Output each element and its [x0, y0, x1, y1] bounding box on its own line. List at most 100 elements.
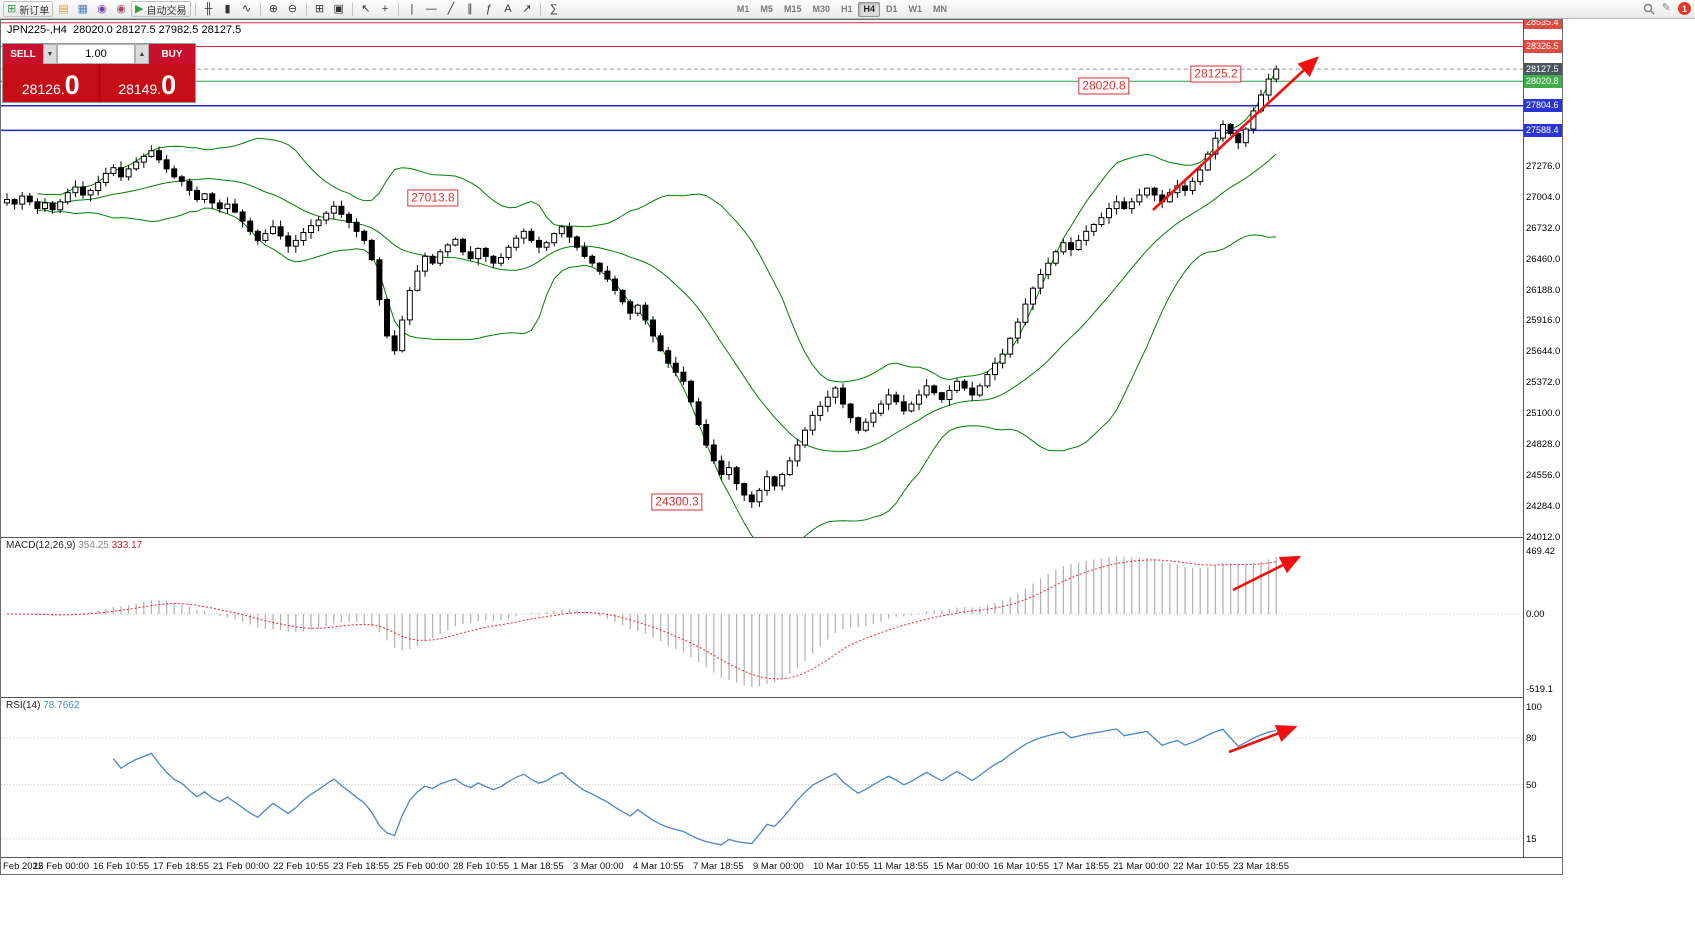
market-watch-button[interactable]: ▤ [54, 1, 72, 17]
autotrading-button[interactable]: ▶ 自动交易 [131, 1, 191, 17]
time-axis[interactable]: Feb 2022 15 Feb 00:00 16 Feb 10:55 17 Feb 1… [1, 857, 1562, 874]
crosshair-icon: + [381, 2, 389, 15]
market-watch-icon: ▤ [58, 2, 69, 15]
rsi-axis-label: 100 [1526, 702, 1542, 713]
timeframe-h4-button[interactable]: H4 [858, 1, 880, 17]
channel-icon: ∥ [467, 2, 473, 15]
fibonacci-button[interactable]: ƒ [480, 1, 498, 17]
buy-button[interactable]: BUY [149, 44, 195, 64]
price-axis[interactable]: 27276.0 27004.0 26732.0 26460.0 26188.0 25916… [1523, 20, 1562, 857]
macd-signal-value: 333.17 [111, 540, 143, 551]
zoom-in-button[interactable]: ⊕ [265, 1, 283, 17]
price-axis-label: 25644.0 [1526, 346, 1561, 357]
bars-chart-button[interactable]: ╫ [200, 1, 218, 17]
chart-ohlc-header: JPN225-,H4 28020.0 28127.5 27982.5 28127… [7, 24, 242, 36]
terminal-button[interactable]: ◉ [112, 1, 130, 17]
arrows-button[interactable]: ↗ [518, 1, 536, 17]
edit-icon[interactable]: ✎ [1661, 2, 1671, 14]
price-axis-label: 25916.0 [1526, 315, 1561, 326]
toolbar-right-icons: ✎ 1 [1643, 2, 1691, 15]
price-axis-label: 27276.0 [1526, 161, 1561, 172]
timeframe-w1-button[interactable]: W1 [904, 2, 928, 17]
trendline-button[interactable]: ╱ [442, 1, 460, 17]
price-tag: 28127.5 [1524, 63, 1562, 76]
cursor-icon: ↖ [361, 2, 371, 15]
trend-arrow[interactable] [1228, 724, 1298, 754]
timeframe-h1-button[interactable]: H1 [836, 2, 858, 17]
candles-chart-button[interactable]: ▮ [219, 1, 237, 17]
pane-separator[interactable] [1, 537, 1562, 538]
volume-input[interactable] [57, 44, 135, 64]
rsi-chart[interactable] [1, 697, 1523, 857]
horizontal-line-icon: — [425, 2, 437, 15]
price-axis-label: 24828.0 [1526, 439, 1561, 450]
buy-price-button[interactable]: 28149. 0 [99, 64, 195, 102]
price-callout[interactable]: 24300.3 [651, 493, 703, 511]
time-axis-label: 22 Feb 10:55 [273, 861, 329, 872]
main-chart-pane[interactable]: JPN225-,H4 28020.0 28127.5 27982.5 28127… [1, 20, 1523, 537]
notification-badge[interactable]: 1 [1678, 2, 1691, 15]
tile-windows-icon: ⊞ [314, 2, 325, 15]
tile-windows-button[interactable]: ⊞ [311, 1, 329, 17]
price-callout[interactable]: 28020.8 [1078, 77, 1130, 95]
macd-axis-label: -519.1 [1526, 684, 1553, 695]
toolbar-separator [259, 2, 261, 16]
trend-arrow[interactable] [1232, 555, 1302, 592]
toolbar-left-icons: ▤ ▦ ◉ ◉ [54, 1, 130, 17]
line-chart-button[interactable]: ∿ [238, 1, 256, 17]
navigator-button[interactable]: ◉ [93, 1, 111, 17]
time-axis-label: 21 Mar 00:00 [1113, 861, 1169, 872]
buy-price-big: 0 [161, 70, 177, 100]
timeframe-m5-button[interactable]: M5 [755, 2, 778, 17]
volume-up-button[interactable]: ▲ [135, 44, 149, 64]
trend-arrow[interactable] [1152, 56, 1319, 211]
macd-pane[interactable]: MACD(12,26,9) 354.25 333.17 [1, 537, 1523, 697]
macd-chart[interactable] [1, 537, 1523, 697]
time-axis-label: 16 Feb 10:55 [93, 861, 149, 872]
candlestick-chart[interactable] [1, 20, 1523, 537]
text-button[interactable]: A [499, 1, 517, 17]
timeframe-m15-button[interactable]: M15 [779, 2, 807, 17]
timeframe-m30-button[interactable]: M30 [807, 2, 835, 17]
sell-price-button[interactable]: 28126. 0 [3, 64, 100, 102]
rsi-value: 78.7662 [43, 700, 80, 711]
horizontal-line-button[interactable]: — [422, 1, 441, 17]
macd-axis-label: 0.00 [1526, 609, 1545, 620]
price-tag: 27588.4 [1524, 124, 1562, 137]
crosshair-button[interactable]: + [376, 1, 394, 17]
chart-window-icon: ▦ [77, 2, 89, 15]
navigator-icon: ◉ [97, 2, 107, 15]
sell-button[interactable]: SELL [3, 44, 43, 64]
price-callout[interactable]: 28125.2 [1190, 65, 1242, 83]
search-icon[interactable] [1643, 3, 1655, 15]
pane-separator[interactable] [1, 697, 1562, 698]
channel-button[interactable]: ∥ [461, 1, 479, 17]
timeframe-mn-button[interactable]: MN [928, 2, 952, 17]
auto-arrange-button[interactable]: ▣ [330, 1, 348, 17]
time-axis-label: Feb 2022 [3, 861, 44, 872]
timeframe-m1-button[interactable]: M1 [732, 2, 755, 17]
price-axis-label: 27004.0 [1526, 192, 1561, 203]
trendline-icon: ╱ [447, 2, 455, 15]
chart-window-button[interactable]: ▦ [74, 1, 92, 17]
toolbar: ⊞ 新订单 ▤ ▦ ◉ ◉ ▶ 自动交易 ╫ ▮ ∿ ⊕ ⊖ ⊞ ▣ ↖ + | — ╱ ∥ ƒ A ↗ ∑ M1 M5… [0, 0, 1695, 19]
volume-down-button[interactable]: ▼ [43, 44, 57, 64]
price-tag: 28326.5 [1524, 40, 1562, 53]
rsi-pane[interactable]: RSI(14) 78.7662 [1, 697, 1523, 857]
timeframe-d1-button[interactable]: D1 [881, 2, 903, 17]
price-callout[interactable]: 27013.8 [407, 189, 459, 207]
time-axis-label: 15 Feb 00:00 [33, 861, 89, 872]
price-axis-label: 24012.0 [1526, 532, 1561, 543]
price-tag: 28020.8 [1524, 75, 1562, 88]
indicators-button[interactable]: ∑ [545, 1, 563, 17]
toolbar-separator [305, 2, 307, 16]
time-axis-label: 28 Feb 10:55 [453, 861, 509, 872]
zoom-out-icon: ⊖ [287, 2, 298, 15]
toolbar-separator [397, 2, 399, 16]
vertical-line-button[interactable]: | [403, 1, 421, 17]
new-order-button[interactable]: ⊞ 新订单 [3, 1, 54, 17]
cursor-button[interactable]: ↖ [357, 1, 375, 17]
zoom-out-button[interactable]: ⊖ [284, 1, 302, 17]
time-axis-label: 21 Feb 00:00 [213, 861, 269, 872]
time-axis-label: 17 Mar 18:55 [1053, 861, 1109, 872]
